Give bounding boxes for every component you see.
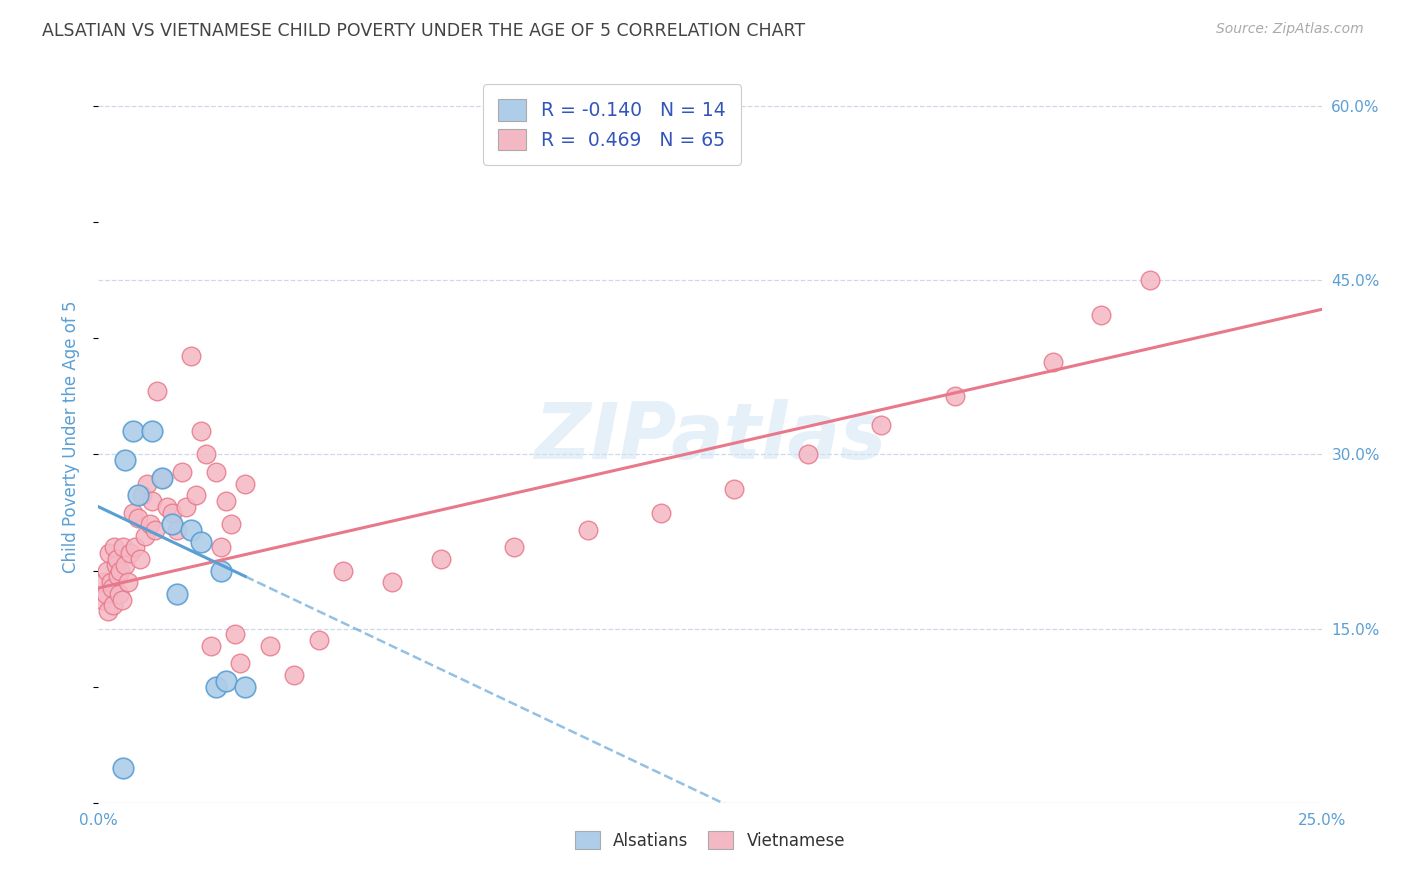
Legend: Alsatians, Vietnamese: Alsatians, Vietnamese [568,824,852,856]
Point [205,465,228,479]
Point [103,541,125,555]
Point [200,639,222,653]
Point [160,517,183,532]
Point [219,517,242,532]
Point [101,581,124,595]
Point [111,541,134,555]
Point [97,604,120,618]
Point [176,500,198,514]
Point [166,523,188,537]
Point [214,673,236,688]
Text: Source: ZipAtlas.com: Source: ZipAtlas.com [1216,22,1364,37]
Point [121,506,143,520]
Point [180,349,202,363]
Point [94,587,117,601]
Point [332,564,354,578]
Point [107,569,129,583]
Point [209,564,232,578]
Point [723,483,745,497]
Point [150,471,173,485]
Y-axis label: Child Poverty Under the Age of 5: Child Poverty Under the Age of 5 [62,301,80,574]
Point [91,592,114,607]
Point [108,587,131,601]
Point [131,488,153,502]
Point [797,448,820,462]
Point [870,418,893,433]
Point [233,476,256,491]
Point [96,564,118,578]
Point [121,424,143,438]
Point [259,639,281,653]
Point [160,506,183,520]
Point [114,558,136,572]
Point [224,627,246,641]
Point [136,476,159,491]
Point [100,575,122,590]
Point [186,488,208,502]
Point [209,541,232,555]
Point [139,517,162,532]
Point [141,494,163,508]
Point [120,546,142,560]
Point [1139,273,1161,287]
Point [503,541,526,555]
Point [93,575,115,590]
Point [143,523,166,537]
Point [650,506,672,520]
Point [205,680,228,694]
Point [576,523,599,537]
Text: ZIPatlas: ZIPatlas [534,399,886,475]
Point [141,424,163,438]
Point [129,552,152,566]
Point [1042,354,1064,368]
Point [308,633,330,648]
Point [195,448,218,462]
Point [943,389,966,403]
Point [110,564,132,578]
Point [430,552,453,566]
Point [283,668,305,682]
Point [111,592,134,607]
Point [134,529,156,543]
Point [381,575,404,590]
Point [166,587,188,601]
Point [233,680,256,694]
Point [104,558,127,572]
Point [127,488,149,502]
Point [150,471,173,485]
Point [111,761,134,775]
Point [127,511,149,525]
Point [190,424,212,438]
Point [124,541,146,555]
Point [214,494,236,508]
Point [114,453,136,467]
Point [180,523,202,537]
Point [98,546,121,560]
Point [117,575,139,590]
Point [229,657,252,671]
Point [170,465,193,479]
Text: ALSATIAN VS VIETNAMESE CHILD POVERTY UNDER THE AGE OF 5 CORRELATION CHART: ALSATIAN VS VIETNAMESE CHILD POVERTY UND… [42,22,806,40]
Point [101,599,124,613]
Point [105,552,128,566]
Point [1090,308,1112,322]
Point [146,384,169,398]
Point [156,500,179,514]
Point [190,534,212,549]
